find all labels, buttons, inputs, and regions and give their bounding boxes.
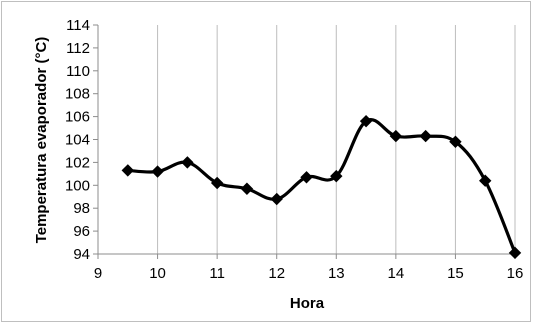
data-point-11.5 (240, 182, 254, 195)
data-point-14 (389, 129, 403, 143)
y-tick-label-106: 106 (65, 109, 90, 126)
x-tick-label-9: 9 (94, 265, 102, 282)
x-tick-label-11: 11 (209, 265, 225, 282)
grid-lines (157, 25, 456, 254)
data-point-12.5 (300, 171, 313, 184)
data-point-14.5 (419, 129, 432, 143)
axes (93, 24, 516, 259)
x-tick-label-10: 10 (149, 265, 166, 282)
data-point-10 (151, 165, 164, 178)
data-point-16 (508, 246, 522, 260)
data-point-13 (330, 169, 343, 183)
y-tick-label-100: 100 (65, 177, 90, 194)
data-point-12 (270, 192, 283, 206)
series-group (121, 114, 522, 260)
y-tick-label-98: 98 (73, 200, 90, 217)
x-tick-label-12: 12 (268, 265, 285, 282)
y-tick-label-110: 110 (66, 63, 90, 80)
y-tick-label-102: 102 (65, 154, 90, 171)
x-tick-label-14: 14 (388, 265, 405, 282)
x-tick-label-15: 15 (447, 265, 464, 282)
data-point-10.5 (181, 156, 194, 169)
data-point-13.5 (359, 114, 373, 128)
y-tick-labels: 94 96 98 100 102 104 106 108 110 112 114 (65, 17, 90, 263)
y-tick-label-108: 108 (65, 86, 90, 103)
y-tick-label-94: 94 (73, 246, 90, 263)
data-point-11 (210, 176, 224, 190)
x-tick-label-16: 16 (507, 265, 524, 282)
x-axis-label: Hora (290, 295, 325, 312)
y-tick-label-104: 104 (65, 132, 90, 149)
y-axis-label: Temperatura evaporador (°C) (33, 37, 50, 244)
data-point-15 (449, 135, 462, 148)
x-tick-labels: 9 10 11 12 13 14 15 16 (94, 265, 524, 282)
data-point-9.5 (121, 164, 134, 177)
y-tick-label-112: 112 (66, 40, 90, 57)
y-tick-label-96: 96 (73, 223, 90, 240)
x-tick-label-13: 13 (328, 265, 345, 282)
y-tick-label-114: 114 (66, 17, 90, 34)
data-point-15.5 (479, 174, 492, 187)
